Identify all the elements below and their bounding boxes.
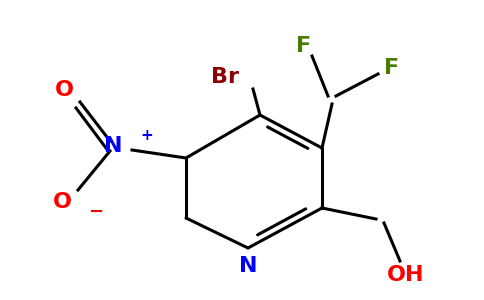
- Text: OH: OH: [387, 265, 425, 285]
- Text: N: N: [104, 136, 122, 156]
- Text: F: F: [384, 58, 400, 78]
- Text: O: O: [52, 192, 72, 212]
- Text: Br: Br: [211, 67, 239, 87]
- Text: −: −: [88, 203, 103, 221]
- Text: +: +: [140, 128, 153, 143]
- Text: F: F: [296, 36, 312, 56]
- Text: N: N: [239, 256, 257, 276]
- Text: O: O: [55, 80, 74, 100]
